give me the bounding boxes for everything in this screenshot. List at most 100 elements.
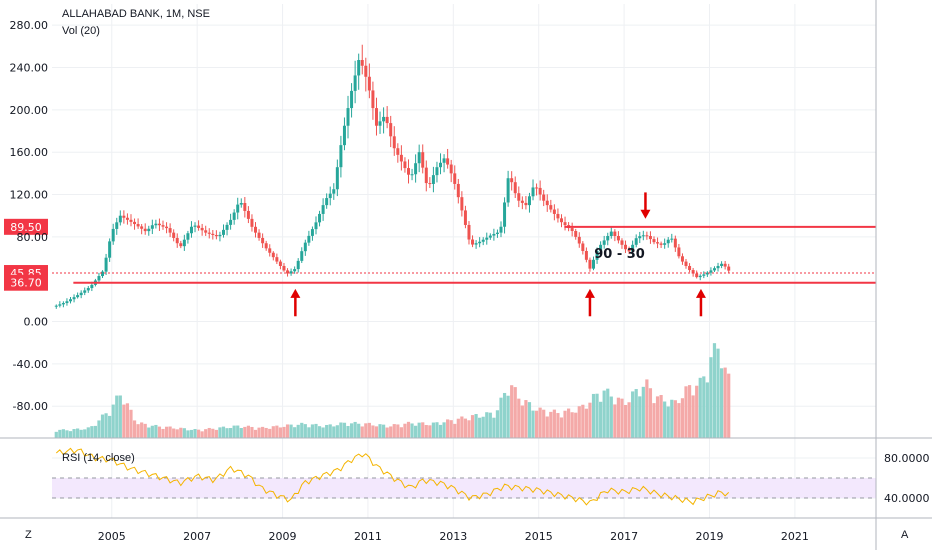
volume-bar xyxy=(172,428,176,438)
volume-bar xyxy=(705,382,709,438)
volume-bar xyxy=(221,426,226,438)
volume-bar xyxy=(147,427,151,438)
volume-bar xyxy=(179,427,183,438)
x-tick-label: 2011 xyxy=(354,530,382,543)
volume-bar xyxy=(616,397,621,438)
annotation-text: 90 - 30 xyxy=(594,247,645,262)
timezone-icon[interactable]: Z xyxy=(25,529,32,541)
candle-body xyxy=(125,217,129,220)
candle-body xyxy=(86,288,90,291)
candle-body xyxy=(680,256,684,262)
candle-body xyxy=(72,297,76,300)
candle-body xyxy=(424,167,428,184)
candle-body xyxy=(705,272,709,275)
volume-bar xyxy=(65,430,69,438)
candle-body xyxy=(510,178,514,183)
volume-bar xyxy=(83,429,87,438)
volume-bar xyxy=(325,424,329,438)
candle-body xyxy=(720,263,724,266)
volume-bar xyxy=(335,425,339,438)
candle-body xyxy=(314,222,318,230)
volume-bar xyxy=(396,424,400,438)
volume-bar xyxy=(193,429,197,438)
volume-bar xyxy=(253,429,258,438)
candle-body xyxy=(204,230,208,233)
volume-bar xyxy=(111,404,115,438)
volume-bar xyxy=(488,412,492,438)
volume-bars xyxy=(54,343,731,438)
volume-bar xyxy=(392,424,396,438)
candle-body xyxy=(627,249,631,252)
candle-body xyxy=(58,304,62,306)
volume-bar xyxy=(538,407,542,438)
candle-body xyxy=(467,224,471,240)
arrow-head xyxy=(695,288,706,298)
volume-bar xyxy=(72,429,76,438)
candle-body xyxy=(182,239,186,247)
candle-body xyxy=(371,90,375,109)
volume-bar xyxy=(399,427,403,438)
candle-body xyxy=(439,162,443,168)
candle-body xyxy=(688,265,692,271)
volume-bar xyxy=(122,404,126,438)
candle-body xyxy=(702,274,706,276)
volume-bar xyxy=(100,414,105,438)
candle-body xyxy=(410,174,414,176)
candle-body xyxy=(606,235,610,241)
volume-bar xyxy=(449,420,453,438)
candle-body xyxy=(353,75,357,91)
volume-bar xyxy=(687,385,692,438)
candle-body xyxy=(552,209,556,214)
volume-bar xyxy=(239,428,243,438)
volume-bar xyxy=(364,423,368,438)
volume-bar xyxy=(670,399,674,438)
volume-bar xyxy=(342,422,347,438)
candle-body xyxy=(417,152,421,164)
candle-body xyxy=(115,222,119,229)
volume-bar xyxy=(218,427,222,438)
candle-body xyxy=(488,235,492,238)
candle-body xyxy=(531,187,535,197)
rsi-band-fill xyxy=(52,478,876,498)
volume-bar xyxy=(467,420,471,438)
volume-bar xyxy=(677,403,681,438)
volume-bar xyxy=(495,410,500,438)
volume-bar xyxy=(278,427,283,438)
candle-body xyxy=(581,243,585,251)
arrow-head xyxy=(290,288,301,298)
candle-body xyxy=(474,243,478,245)
chart-title: ALLAHABAD BANK, 1M, NSE xyxy=(62,8,210,20)
volume-bar xyxy=(591,393,596,438)
candle-body xyxy=(172,232,176,238)
volume-bar xyxy=(339,422,343,438)
candle-body xyxy=(727,266,731,271)
volume-bar xyxy=(506,395,510,438)
volume-bar xyxy=(86,427,90,438)
candle-body xyxy=(670,238,674,240)
volume-bar xyxy=(346,425,350,438)
volume-bar xyxy=(154,424,158,438)
volume-bar xyxy=(609,396,613,438)
volume-bar xyxy=(627,402,631,438)
candle-body xyxy=(250,218,254,227)
candle-body xyxy=(449,164,453,174)
candle-body xyxy=(79,292,83,296)
candle-body xyxy=(538,187,542,195)
volume-bar xyxy=(577,406,581,438)
candle-body xyxy=(495,232,499,234)
candle-body xyxy=(481,239,485,242)
volume-bar xyxy=(453,423,457,438)
volume-bar xyxy=(243,426,247,438)
volume-bar xyxy=(285,424,290,438)
volume-bar xyxy=(229,428,233,438)
volume-bar xyxy=(61,429,65,438)
volume-bar xyxy=(648,388,653,438)
volume-bar xyxy=(499,397,503,438)
candle-body xyxy=(648,235,652,240)
candle-body xyxy=(147,228,151,232)
candle-body xyxy=(90,284,94,289)
candle-body xyxy=(695,273,699,278)
candle-body xyxy=(428,183,432,185)
auto-scale-icon[interactable]: A xyxy=(901,529,909,541)
